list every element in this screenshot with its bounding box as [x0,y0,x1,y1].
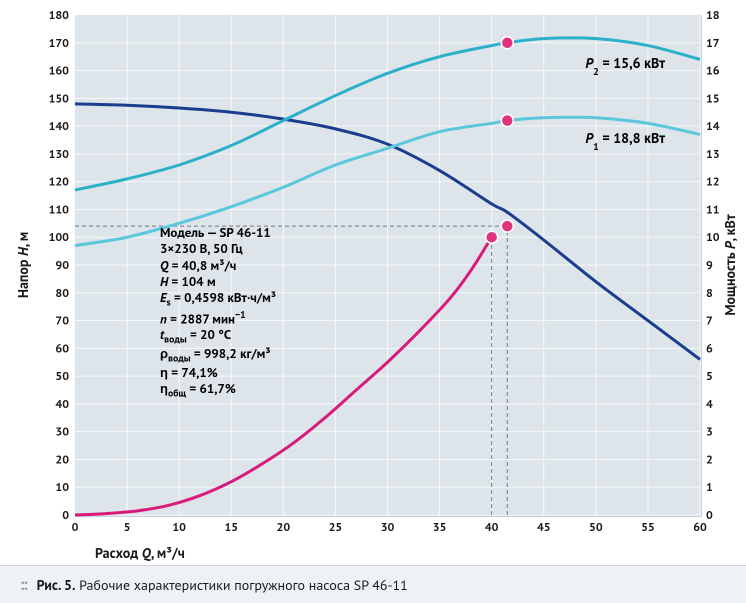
info-line: tводы = 20 °C [160,327,276,346]
svg-text:30: 30 [381,520,395,535]
y-left-axis-label: Напор H, м [14,232,32,298]
svg-text:11: 11 [706,202,720,217]
y-right-axis-label: Мощность P, кВт [721,214,739,315]
svg-text:18: 18 [706,8,720,23]
svg-text:40: 40 [55,397,69,412]
svg-text:15: 15 [224,520,238,535]
svg-text:17: 17 [706,36,720,51]
series-label-p1: P1 = 18,8 кВт [585,129,665,153]
svg-text:0: 0 [706,508,713,523]
svg-text:10: 10 [55,480,69,495]
info-line: Es = 0,4598 кВт·ч/м³ [160,290,276,309]
caption-dots-icon: :: [20,575,27,595]
svg-text:70: 70 [55,314,69,329]
svg-text:35: 35 [433,520,447,535]
svg-text:0: 0 [72,520,79,535]
svg-text:170: 170 [49,36,70,51]
svg-text:1: 1 [706,480,713,495]
svg-text:20: 20 [277,520,291,535]
marker-eff [486,231,498,243]
info-box: Модель — SP 46-113×230 В, 50 ГцQ = 40,8 … [160,225,276,400]
info-line: η = 74,1% [160,365,276,381]
info-line: Q = 40,8 м³/ч [160,258,276,274]
svg-text:180: 180 [49,8,70,23]
svg-text:4: 4 [706,397,713,412]
svg-text:50: 50 [55,369,69,384]
svg-text:10: 10 [706,230,720,245]
svg-text:7: 7 [706,314,713,329]
marker-p2 [501,37,513,49]
info-line: n = 2887 мин−1 [160,309,276,328]
caption-bar: :: Рис. 5. Рабочие характеристики погруж… [0,565,746,603]
svg-text:40: 40 [485,520,499,535]
svg-text:120: 120 [49,175,70,190]
svg-text:5: 5 [706,369,713,384]
svg-text:55: 55 [641,520,655,535]
svg-text:15: 15 [706,91,720,106]
series-label-p2: P2 = 15,6 кВт [585,54,665,78]
svg-text:25: 25 [329,520,343,535]
svg-text:150: 150 [49,91,70,106]
svg-text:140: 140 [49,119,70,134]
svg-text:30: 30 [55,425,69,440]
svg-text:2: 2 [706,452,713,467]
svg-text:0: 0 [62,508,69,523]
marker-p1 [501,115,513,127]
svg-text:130: 130 [49,147,70,162]
svg-text:100: 100 [49,230,70,245]
svg-text:3: 3 [706,425,713,440]
svg-text:16: 16 [706,64,720,79]
info-line: ηобщ = 61,7% [160,381,276,400]
svg-text:6: 6 [706,341,713,356]
svg-text:8: 8 [706,286,713,301]
info-line: 3×230 В, 50 Гц [160,241,276,257]
svg-text:20: 20 [55,452,69,467]
figure: P2 = 15,6 кВтP1 = 18,8 кВт 0510152025303… [0,0,746,603]
svg-text:110: 110 [49,202,70,217]
svg-text:14: 14 [706,119,720,134]
info-line: ρводы = 998,2 кг/м³ [160,346,276,365]
svg-text:45: 45 [537,520,551,535]
svg-text:10: 10 [172,520,186,535]
info-line: H = 104 м [160,274,276,290]
svg-text:50: 50 [589,520,603,535]
x-axis-label: Расход Q, м³/ч [95,544,185,562]
marker-head [501,220,513,232]
caption-text: Рис. 5. Рабочие характеристики погружног… [37,576,408,594]
svg-text:5: 5 [124,520,131,535]
svg-text:160: 160 [49,64,70,79]
svg-text:60: 60 [55,341,69,356]
svg-text:9: 9 [706,258,713,273]
svg-text:90: 90 [55,258,69,273]
svg-text:13: 13 [706,147,720,162]
chart-svg: P2 = 15,6 кВтP1 = 18,8 кВт 0510152025303… [0,0,746,565]
svg-text:80: 80 [55,286,69,301]
svg-text:60: 60 [693,520,707,535]
info-line: Модель — SP 46-11 [160,225,276,241]
svg-text:12: 12 [706,175,720,190]
